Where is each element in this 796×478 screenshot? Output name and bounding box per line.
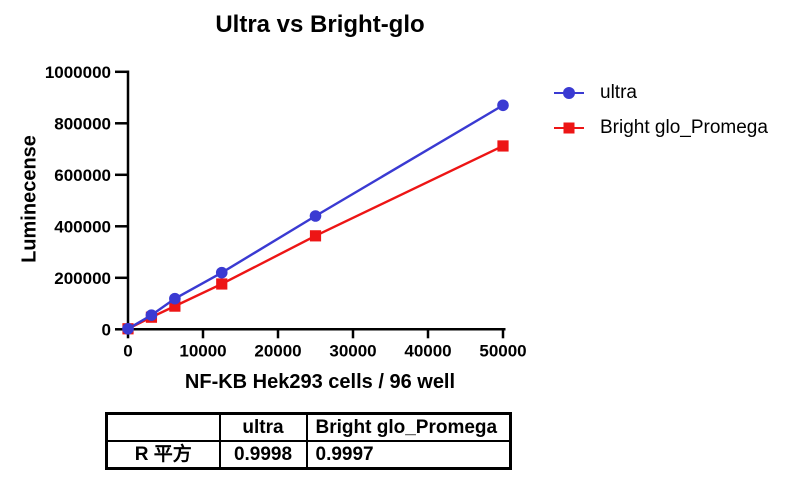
rsq-table-header-row: ultra Bright glo_Promega (105, 412, 512, 442)
legend-item-bright-glo: Bright glo_Promega (554, 115, 768, 141)
y-axis-title: Luminecense (18, 135, 41, 263)
chart-title: Ultra vs Bright-glo (215, 11, 425, 38)
legend-label-ultra: ultra (600, 82, 637, 103)
data-point-circle (145, 309, 158, 321)
legend: ultra Bright glo_Promega (554, 80, 768, 141)
x-tick-label: 40000 (404, 341, 451, 360)
data-point-square (309, 230, 322, 242)
data-point-circle (215, 266, 228, 279)
y-tick-label: 1000000 (45, 63, 111, 82)
data-point-circle (122, 322, 134, 335)
data-point-circle (169, 292, 181, 305)
x-tick-label: 30000 (329, 341, 376, 360)
data-point-square (216, 278, 228, 290)
rsq-value-bright-glo: 0.9997 (305, 440, 512, 470)
legend-label-bright-glo: Bright glo_Promega (600, 117, 768, 138)
legend-item-ultra: ultra (554, 80, 768, 106)
legend-key-ultra (554, 80, 584, 106)
square-marker-icon (563, 122, 575, 134)
data-point-circle (309, 210, 322, 222)
x-tick-label: 50000 (479, 341, 526, 360)
y-tick-label: 600000 (54, 166, 111, 185)
rsq-table-header-ultra: ultra (218, 412, 308, 442)
rsq-row-label: R 平方 (105, 440, 221, 470)
x-tick-label: 0 (123, 341, 132, 360)
y-tick-label: 800000 (54, 114, 111, 133)
x-tick-label: 10000 (179, 341, 226, 360)
data-point-square (497, 140, 509, 152)
legend-key-bright-glo (554, 115, 584, 141)
rsq-table-header-bright-glo: Bright glo_Promega (305, 412, 512, 442)
data-point-circle (497, 99, 509, 112)
rsq-table-data-row: R 平方 0.9998 0.9997 (105, 440, 512, 470)
rsq-table: ultra Bright glo_Promega R 平方 0.9998 0.9… (105, 412, 512, 470)
y-tick-label: 0 (102, 320, 111, 339)
y-tick-label: 200000 (54, 269, 111, 288)
circle-marker-icon (563, 87, 575, 99)
x-axis-title: NF-KB Hek293 cells / 96 well (184, 371, 456, 393)
x-tick-label: 20000 (254, 341, 301, 360)
y-tick-label: 400000 (54, 217, 111, 236)
data-point-square (169, 300, 181, 312)
rsq-table-corner-cell (105, 412, 221, 442)
rsq-value-ultra: 0.9998 (218, 440, 308, 470)
